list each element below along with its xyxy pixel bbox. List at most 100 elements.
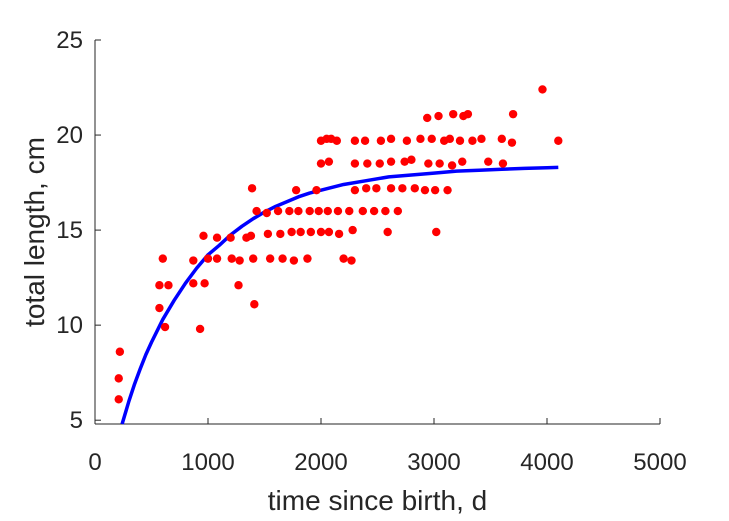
ticks: 0 1000 2000 3000 4000 5000 5 10 15 20 25: [56, 27, 686, 476]
data-point: [402, 136, 412, 145]
data-point: [432, 227, 441, 237]
data-point: [227, 254, 236, 263]
y-tick-label: 15: [56, 217, 83, 244]
data-point: [249, 254, 258, 263]
data-point: [360, 136, 370, 145]
data-point: [410, 184, 419, 193]
data-point: [538, 85, 547, 94]
data-point: [247, 184, 257, 193]
fit-curve: [120, 165, 559, 425]
data-point: [369, 206, 379, 216]
data-point: [212, 233, 222, 242]
fit-curve-group: [120, 165, 559, 425]
data-point: [294, 206, 303, 216]
data-point: [381, 206, 390, 216]
y-tick-label: 25: [56, 27, 83, 54]
axes: [94, 40, 660, 425]
data-point: [348, 225, 357, 235]
data-point: [155, 281, 164, 290]
data-point: [350, 136, 360, 145]
data-point: [303, 254, 312, 263]
data-point: [350, 185, 360, 195]
data-point: [339, 254, 348, 263]
data-point: [226, 233, 235, 242]
data-point: [497, 134, 506, 144]
data-point: [498, 159, 508, 168]
data-point: [347, 256, 356, 265]
data-point: [189, 279, 198, 288]
data-point: [420, 185, 430, 195]
data-point: [306, 227, 316, 237]
data-point: [287, 227, 296, 237]
data-point: [463, 109, 473, 119]
data-point: [554, 136, 563, 145]
x-tick-label: 1000: [181, 449, 234, 476]
data-point: [246, 231, 256, 241]
data-point: [324, 157, 334, 166]
data-point: [507, 138, 517, 147]
data-points: [114, 85, 563, 404]
data-point: [212, 254, 222, 263]
data-point: [386, 157, 396, 166]
data-point: [332, 136, 342, 145]
data-point: [114, 374, 123, 383]
data-point: [400, 157, 409, 166]
data-point: [435, 159, 444, 168]
data-point: [155, 303, 164, 313]
data-point: [458, 157, 467, 166]
data-point: [323, 206, 332, 216]
data-point: [312, 185, 321, 195]
data-point: [427, 134, 436, 144]
data-point: [449, 109, 458, 119]
data-point: [234, 281, 243, 290]
data-point: [362, 184, 371, 193]
data-point: [455, 136, 465, 145]
y-tick-label: 10: [56, 312, 83, 339]
data-point: [468, 136, 477, 145]
data-point: [158, 254, 167, 263]
data-point: [424, 159, 433, 168]
data-point: [115, 347, 125, 356]
data-point: [430, 185, 440, 195]
x-tick-label: 3000: [407, 449, 460, 476]
data-point: [423, 113, 432, 123]
data-point: [114, 395, 123, 404]
data-point: [316, 159, 326, 168]
data-point: [398, 184, 407, 193]
data-point: [189, 256, 198, 265]
data-point: [324, 227, 334, 237]
data-point: [375, 159, 384, 168]
data-point: [263, 229, 273, 239]
x-tick-label: 4000: [520, 449, 573, 476]
data-point: [443, 185, 452, 195]
data-point: [273, 206, 283, 216]
data-point: [262, 208, 271, 218]
x-tick-label: 0: [88, 449, 101, 476]
data-point: [434, 111, 443, 121]
data-point: [358, 206, 368, 216]
data-point: [250, 300, 259, 309]
x-axis-label: time since birth, d: [268, 485, 487, 516]
data-point: [160, 322, 170, 332]
y-tick-label: 20: [56, 122, 83, 149]
data-point: [407, 155, 416, 164]
data-point: [484, 157, 493, 166]
data-point: [447, 161, 457, 170]
data-point: [164, 281, 173, 290]
data-point: [345, 206, 354, 216]
data-point: [289, 256, 299, 265]
data-point: [265, 254, 275, 263]
x-tick-label: 2000: [294, 449, 347, 476]
y-tick-label: 5: [70, 407, 83, 434]
data-point: [416, 134, 425, 144]
data-point: [305, 206, 314, 216]
data-point: [278, 254, 287, 263]
data-point: [445, 134, 455, 144]
data-point: [386, 134, 396, 144]
data-point: [296, 227, 305, 237]
data-point: [508, 109, 518, 119]
data-point: [195, 324, 205, 334]
data-point: [363, 159, 372, 168]
x-tick-label: 5000: [633, 449, 686, 476]
